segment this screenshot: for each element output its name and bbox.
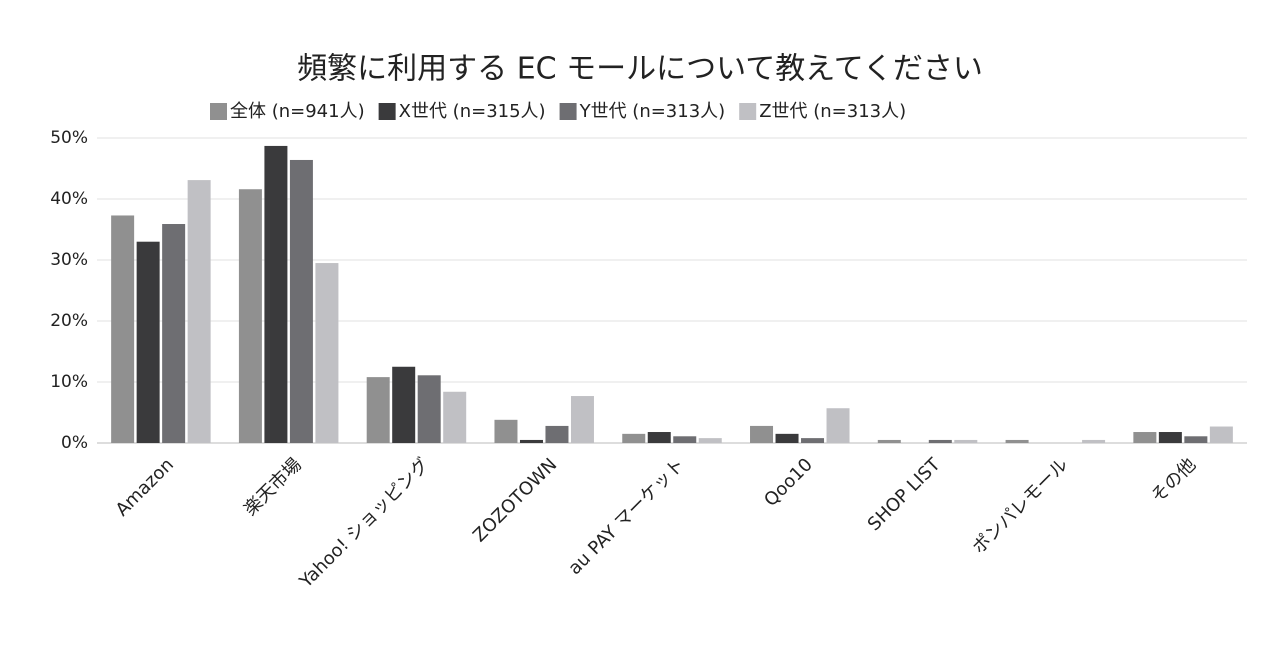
bar xyxy=(698,438,722,443)
bar xyxy=(1082,439,1106,443)
bar xyxy=(289,159,313,443)
bar xyxy=(136,241,160,443)
bar xyxy=(111,215,135,443)
bar xyxy=(622,433,646,443)
bar xyxy=(877,439,901,443)
chart-title: 頻繁に利用する EC モールについて教えてください xyxy=(297,52,983,87)
bar xyxy=(647,432,671,443)
bar xyxy=(417,375,441,443)
bar xyxy=(826,408,850,443)
bar xyxy=(392,366,416,443)
legend-swatch xyxy=(378,103,396,120)
x-tick-label: Yahoo! ショッピング xyxy=(295,454,434,593)
bar xyxy=(443,391,467,443)
y-tick-label: 20% xyxy=(50,311,88,331)
bar xyxy=(750,425,774,443)
x-tick-label: SHOP LIST xyxy=(864,454,946,536)
bar xyxy=(264,145,288,443)
legend-swatch xyxy=(559,103,577,120)
bar xyxy=(570,396,594,443)
bar xyxy=(928,439,952,443)
x-tick-label: その他 xyxy=(1147,454,1200,507)
bar xyxy=(1133,432,1157,443)
bar xyxy=(366,377,390,443)
bar xyxy=(1158,432,1182,443)
bar xyxy=(545,425,569,443)
x-tick-label: 楽天市場 xyxy=(240,454,306,520)
bar xyxy=(673,436,697,443)
legend-swatch xyxy=(210,103,227,120)
x-tick-label: Amazon xyxy=(112,454,178,520)
y-tick-label: 10% xyxy=(50,372,88,392)
bar xyxy=(775,433,799,443)
bar xyxy=(1184,436,1208,443)
y-tick-label: 50% xyxy=(50,128,88,148)
legend-swatch xyxy=(739,103,757,120)
legend-label: X世代 (n=315人) xyxy=(399,101,546,122)
bar xyxy=(494,419,518,443)
y-tick-label: 30% xyxy=(50,250,88,270)
legend-label: 全体 (n=941人) xyxy=(230,101,365,122)
bar xyxy=(315,263,339,443)
bar xyxy=(1209,426,1233,443)
bar xyxy=(519,439,543,443)
bar xyxy=(238,189,262,443)
bar xyxy=(1005,439,1029,443)
bar xyxy=(801,438,825,443)
legend-label: Y世代 (n=313人) xyxy=(579,101,726,122)
x-tick-label: ポンパレモール xyxy=(968,454,1072,558)
bar xyxy=(187,180,211,443)
y-tick-label: 40% xyxy=(50,189,88,209)
x-tick-label: ZOZOTOWN xyxy=(469,454,561,546)
bar xyxy=(162,224,186,443)
bar xyxy=(954,439,978,443)
legend-label: Z世代 (n=313人) xyxy=(759,101,906,122)
y-tick-label: 0% xyxy=(61,433,88,453)
x-tick-label: au PAY マーケット xyxy=(564,454,689,579)
x-tick-label: Qoo10 xyxy=(760,454,817,511)
